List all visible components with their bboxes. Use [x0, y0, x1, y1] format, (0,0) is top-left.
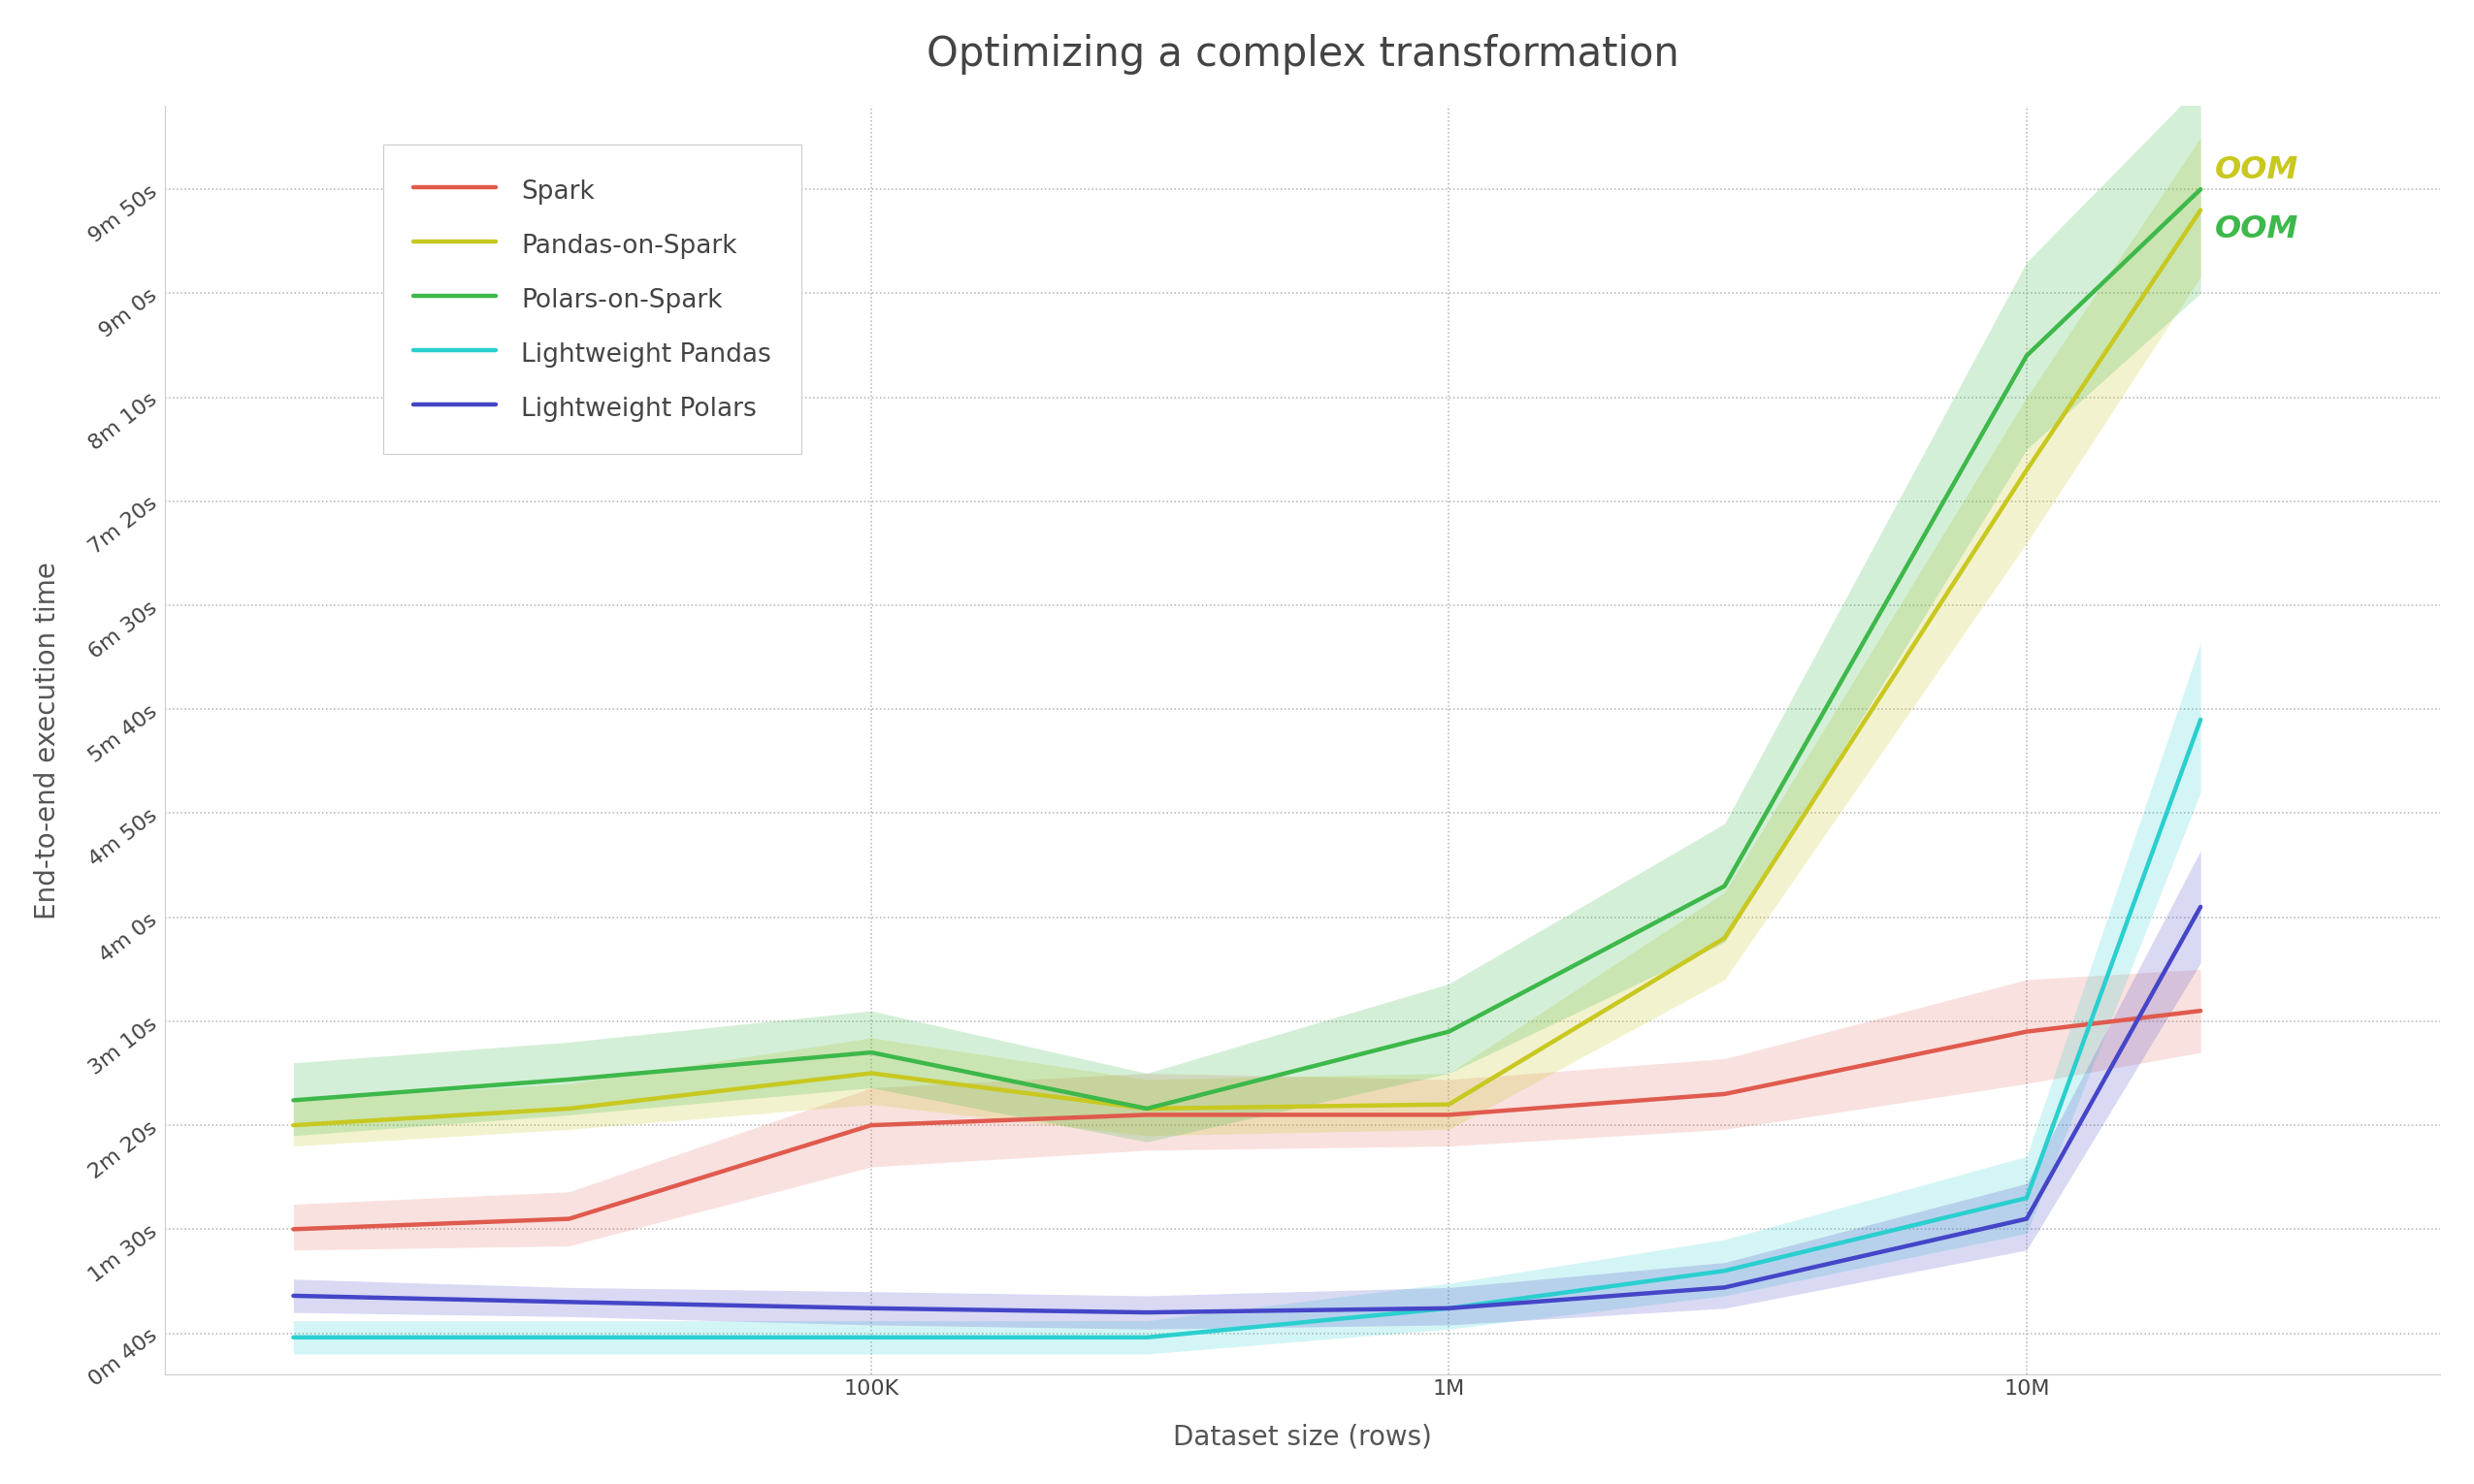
Lightweight Polars: [1133, 1303, 1163, 1321]
Line: Pandas-on-Spark: Pandas-on-Spark: [294, 211, 2199, 1125]
Legend: Spark, Pandas-on-Spark, Polars-on-Spark, Lightweight Pandas, Lightweight Polars: Spark, Pandas-on-Spark, Polars-on-Spark,…: [383, 144, 802, 454]
Lightweight Polars: [280, 1287, 309, 1304]
Polars-on-Spark: [1435, 1022, 1465, 1040]
Pandas-on-Spark: [280, 1116, 309, 1134]
Lightweight Pandas: [1435, 1300, 1465, 1318]
Line: Lightweight Polars: Lightweight Polars: [294, 907, 2199, 1312]
Line: Lightweight Pandas: Lightweight Pandas: [294, 720, 2199, 1337]
Spark: [1133, 1106, 1163, 1123]
Polars-on-Spark: [1710, 877, 1739, 895]
Title: Optimizing a complex transformation: Optimizing a complex transformation: [925, 34, 1680, 74]
Polars-on-Spark: [280, 1091, 309, 1109]
Text: OOM: OOM: [2214, 214, 2298, 245]
Polars-on-Spark: [554, 1070, 584, 1088]
Pandas-on-Spark: [2011, 462, 2041, 479]
Pandas-on-Spark: [856, 1064, 886, 1082]
Lightweight Pandas: [856, 1328, 886, 1346]
Pandas-on-Spark: [1133, 1100, 1163, 1117]
Spark: [856, 1116, 886, 1134]
Lightweight Polars: [1710, 1279, 1739, 1297]
Spark: [1435, 1106, 1465, 1123]
Lightweight Polars: [1435, 1300, 1465, 1318]
Lightweight Pandas: [1710, 1261, 1739, 1279]
Text: OOM: OOM: [2214, 154, 2298, 186]
Lightweight Pandas: [2185, 711, 2214, 729]
Lightweight Pandas: [1133, 1328, 1163, 1346]
Lightweight Polars: [856, 1300, 886, 1318]
Pandas-on-Spark: [1710, 929, 1739, 947]
Pandas-on-Spark: [2185, 202, 2214, 220]
Lightweight Polars: [2185, 898, 2214, 916]
Spark: [1710, 1085, 1739, 1103]
Spark: [2185, 1002, 2214, 1020]
Polars-on-Spark: [2185, 181, 2214, 199]
Lightweight Polars: [2011, 1209, 2041, 1227]
Polars-on-Spark: [856, 1043, 886, 1061]
Lightweight Pandas: [2011, 1189, 2041, 1206]
Spark: [280, 1220, 309, 1238]
Line: Polars-on-Spark: Polars-on-Spark: [294, 190, 2199, 1109]
Lightweight Pandas: [554, 1328, 584, 1346]
Polars-on-Spark: [2011, 347, 2041, 365]
Polars-on-Spark: [1133, 1100, 1163, 1117]
Lightweight Pandas: [280, 1328, 309, 1346]
Spark: [2011, 1022, 2041, 1040]
Pandas-on-Spark: [554, 1100, 584, 1117]
Spark: [554, 1209, 584, 1227]
Lightweight Polars: [554, 1293, 584, 1310]
X-axis label: Dataset size (rows): Dataset size (rows): [1173, 1423, 1432, 1450]
Line: Spark: Spark: [294, 1011, 2199, 1229]
Pandas-on-Spark: [1435, 1095, 1465, 1113]
Y-axis label: End-to-end execution time: End-to-end execution time: [35, 561, 62, 920]
